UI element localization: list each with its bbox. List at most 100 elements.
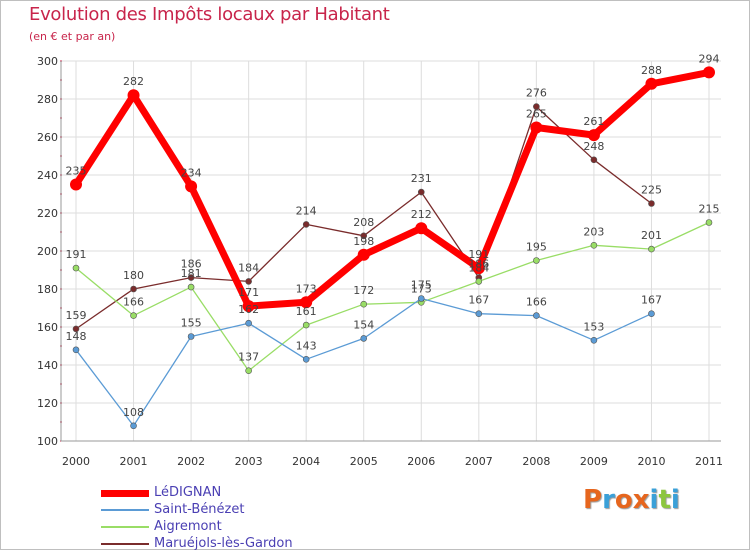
data-label: 214	[296, 204, 317, 217]
y-tick-label: 240	[37, 169, 58, 182]
logo-letter: o	[614, 485, 633, 515]
data-point	[360, 300, 368, 308]
logo-letter: i	[649, 485, 659, 515]
x-tick-label: 2000	[62, 455, 90, 468]
data-label: 212	[411, 208, 432, 221]
data-label: 184	[468, 261, 489, 274]
legend-swatch-saint-benezet	[101, 509, 149, 511]
data-label: 137	[238, 351, 259, 364]
data-label: 153	[583, 320, 604, 333]
data-label: 186	[468, 258, 489, 271]
x-tick-label: 2009	[580, 455, 608, 468]
data-label: 162	[238, 303, 259, 316]
data-point	[417, 188, 425, 196]
data-point	[242, 300, 255, 313]
logo-letter: i	[670, 485, 680, 515]
x-tick-label: 2002	[177, 455, 205, 468]
data-point	[187, 333, 195, 340]
data-point	[357, 248, 370, 261]
data-point	[72, 346, 80, 354]
data-point	[130, 422, 137, 430]
data-point	[130, 312, 137, 319]
data-label: 234	[181, 166, 202, 179]
data-label: 175	[411, 279, 432, 292]
logo-letter: t	[658, 485, 671, 515]
legend-swatch-maruejols	[101, 543, 149, 545]
data-label: 288	[641, 64, 662, 77]
data-point	[415, 222, 428, 235]
data-label: 215	[699, 203, 720, 216]
data-label: 201	[641, 229, 662, 242]
data-point	[300, 296, 313, 309]
data-point	[245, 319, 252, 327]
data-point	[475, 310, 483, 318]
x-tick-label: 2001	[120, 455, 148, 468]
x-tick-label: 2004	[292, 455, 320, 468]
data-point	[360, 232, 368, 240]
data-label: 108	[123, 406, 144, 419]
y-tick-label: 120	[37, 397, 58, 410]
data-point	[302, 355, 310, 363]
data-label: 166	[123, 296, 144, 309]
data-label: 159	[66, 309, 87, 322]
data-label: 161	[296, 305, 317, 318]
data-label: 231	[411, 172, 432, 185]
data-point	[245, 367, 252, 375]
data-point	[590, 336, 598, 344]
data-label: 166	[526, 296, 547, 309]
data-point	[475, 278, 483, 285]
data-point	[302, 221, 310, 228]
x-tick-label: 2003	[235, 455, 263, 468]
data-label: 282	[123, 75, 144, 88]
logo-letter: P	[583, 485, 603, 515]
series-line	[72, 68, 713, 310]
data-label: 167	[468, 294, 489, 307]
x-tick-label: 2010	[637, 455, 665, 468]
data-point	[472, 262, 485, 275]
legend-swatch-ledignan	[101, 490, 149, 497]
data-point	[127, 89, 140, 102]
data-point	[185, 180, 198, 193]
data-point	[70, 178, 82, 191]
y-tick-label: 220	[37, 207, 58, 220]
data-point	[417, 295, 425, 302]
legend-label-aigremont: Aigremont	[154, 519, 222, 534]
data-point	[648, 245, 655, 253]
y-tick-label: 100	[37, 435, 58, 448]
y-tick-label: 300	[37, 55, 58, 68]
data-label: 154	[353, 318, 374, 331]
y-tick-label: 160	[37, 321, 58, 334]
data-label: 195	[526, 241, 547, 254]
y-tick-label: 260	[37, 131, 58, 144]
data-label: 148	[66, 330, 87, 343]
data-point	[72, 325, 80, 333]
data-point	[187, 274, 195, 281]
data-point	[533, 257, 540, 264]
logo-letter: r	[602, 485, 615, 515]
data-label: 276	[526, 87, 547, 100]
data-point	[245, 278, 252, 285]
legend-label-ledignan: LéDIGNAN	[154, 485, 222, 500]
data-label: 155	[181, 317, 202, 330]
data-label: 186	[181, 258, 202, 271]
data-point	[648, 310, 655, 318]
data-label: 173	[411, 282, 432, 295]
data-label: 173	[296, 282, 317, 295]
data-point	[302, 321, 310, 329]
data-label: 294	[699, 52, 720, 65]
data-point	[590, 156, 598, 164]
data-label: 225	[641, 184, 662, 197]
data-point	[703, 66, 715, 79]
y-tick-label: 200	[37, 245, 58, 258]
data-label: 180	[123, 269, 144, 282]
data-point	[645, 77, 658, 90]
data-point	[587, 129, 600, 142]
data-label: 172	[353, 284, 374, 297]
logo-letter: x	[632, 485, 650, 515]
data-point	[533, 312, 540, 319]
data-label: 191	[468, 248, 489, 261]
data-label: 261	[583, 115, 604, 128]
data-label: 208	[353, 216, 374, 229]
